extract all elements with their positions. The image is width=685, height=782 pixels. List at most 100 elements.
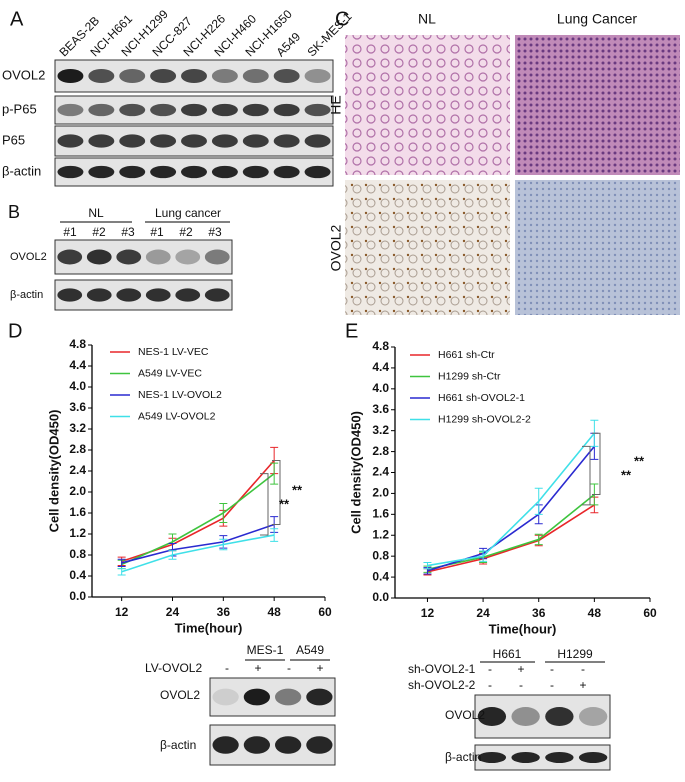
significance-label: ** — [634, 453, 645, 468]
x-tick-label: 12 — [421, 606, 435, 620]
blot-band — [304, 134, 331, 148]
y-tick-label: 0.0 — [372, 590, 389, 604]
y-tick-label: 2.4 — [69, 463, 86, 477]
layout — [60, 35, 680, 663]
blot-band — [150, 68, 177, 84]
column-label: Lung Cancer — [557, 11, 638, 27]
blot-band — [88, 68, 115, 84]
blot-band — [211, 68, 238, 84]
blot-band — [86, 249, 112, 265]
blot-band — [86, 288, 112, 302]
y-tick-label: 4.0 — [69, 379, 86, 393]
significance-label: ** — [621, 467, 632, 482]
blot-band — [477, 752, 507, 763]
y-tick-label: 4.0 — [372, 381, 389, 395]
y-tick-label: 1.6 — [372, 507, 389, 521]
x-axis-label: Time(hour) — [175, 620, 243, 635]
series-line — [427, 493, 595, 571]
blot-band — [578, 707, 608, 726]
group-label: H661 — [493, 647, 522, 661]
blot-band — [204, 288, 230, 302]
x-tick-label: 12 — [115, 605, 129, 619]
lane-label: #3 — [121, 225, 135, 239]
histology-image — [345, 35, 510, 175]
x-tick-label: 36 — [532, 606, 546, 620]
row-label: p-P65 — [2, 101, 37, 116]
y-tick-label: 4.8 — [372, 339, 389, 353]
legend-label: H1299 sh-OVOL2-2 — [438, 413, 531, 425]
series-line — [427, 432, 595, 567]
x-tick-label: 24 — [166, 605, 180, 619]
lane-label: #1 — [150, 225, 164, 239]
blot-band — [57, 249, 83, 265]
blot-band — [306, 688, 333, 706]
histology-image — [515, 35, 680, 175]
group-label: Lung cancer — [155, 206, 221, 220]
blot-band — [181, 103, 207, 117]
blot-band — [181, 68, 207, 84]
lane-label: #1 — [63, 225, 77, 239]
y-tick-label: 0.8 — [372, 548, 389, 562]
series-line — [427, 504, 595, 573]
sign: - — [287, 661, 291, 675]
y-tick-label: 4.4 — [69, 358, 86, 372]
y-tick-label: 0.0 — [69, 589, 86, 603]
blot-band — [545, 752, 574, 763]
column-label: NL — [418, 11, 436, 27]
y-tick-label: 2.4 — [372, 465, 389, 479]
blot-band — [150, 103, 177, 117]
significance-bracket — [260, 473, 269, 536]
x-tick-label: 48 — [588, 606, 602, 620]
group-label: A549 — [296, 643, 324, 657]
y-tick-label: 3.6 — [69, 400, 86, 414]
blot-band — [119, 134, 146, 148]
blot-band — [273, 103, 300, 117]
sign: - — [581, 662, 585, 676]
blot-band — [204, 249, 230, 265]
sign: - — [519, 678, 523, 692]
error-bar — [168, 550, 177, 560]
significance-bracket — [272, 460, 281, 526]
blot-band — [243, 736, 270, 754]
histology-image — [345, 180, 510, 315]
blot-band — [275, 688, 302, 706]
legend-label: NES-1 LV-VEC — [138, 346, 209, 358]
panel-label: B — [8, 202, 20, 222]
series-line — [121, 534, 275, 573]
series-line — [121, 472, 275, 566]
blot-band — [211, 165, 238, 179]
y-tick-label: 2.0 — [372, 486, 389, 500]
lane-label: #3 — [208, 225, 222, 239]
blot-band — [242, 134, 269, 148]
blot-band — [119, 103, 146, 117]
x-tick-label: 48 — [267, 605, 281, 619]
y-tick-label: 2.8 — [69, 442, 86, 456]
sign: - — [550, 678, 554, 692]
legend-label: A549 LV-VEC — [138, 367, 202, 379]
blot-band — [212, 688, 239, 706]
blot-band — [150, 165, 177, 179]
x-tick-label: 36 — [217, 605, 231, 619]
x-tick-label: 60 — [318, 605, 332, 619]
blot-band — [88, 165, 115, 179]
blot — [54, 279, 233, 311]
y-tick-label: 0.4 — [372, 569, 389, 583]
legend-label: H661 sh-OVOL2-1 — [438, 392, 525, 404]
blot-band — [212, 736, 239, 754]
treatment-label: sh-OVOL2-2 — [408, 678, 476, 692]
blot-band — [242, 103, 269, 117]
y-tick-label: 3.6 — [372, 402, 389, 416]
x-axis-label: Time(hour) — [489, 621, 557, 636]
series-line — [121, 523, 275, 564]
blot-band — [273, 68, 300, 84]
blot-band — [243, 688, 270, 706]
blot-band — [304, 103, 331, 117]
blot-band — [57, 165, 84, 179]
blot-band — [211, 103, 238, 117]
legend-label: NES-1 LV-OVOL2 — [138, 389, 222, 401]
blot-band — [275, 736, 302, 754]
y-tick-label: 3.2 — [69, 421, 86, 435]
blot-band — [304, 68, 331, 84]
sign: - — [488, 662, 492, 676]
y-axis-label: Cell density(OD450) — [348, 411, 363, 534]
